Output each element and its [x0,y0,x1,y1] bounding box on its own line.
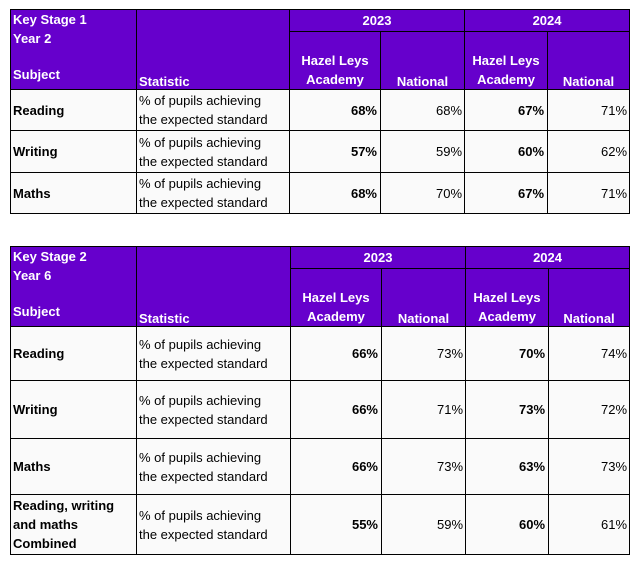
ks1-school-2023-header: Hazel Leys Academy [289,31,381,90]
ks2-national-2024-header: National [548,268,631,327]
school-2023-value: 68% [289,172,381,214]
ks1-year-group: Year 2 [13,31,52,46]
statistic-cell: % of pupils achieving the expected standa… [136,380,291,439]
ks2-school-2023-header: Hazel Leys Academy [290,268,382,327]
table-row: Reading % of pupils achieving the expecte… [10,326,631,381]
ks2-statistic-header: Statistic [136,246,291,327]
national-2024-value: 73% [548,438,631,495]
table-row: Reading, writing and maths Combined % of… [10,494,631,555]
national-2023-value: 70% [379,172,466,214]
statistic-cell: % of pupils achieving the expected standa… [136,438,291,495]
school-2024-value: 63% [465,438,550,495]
national-2023-value: 71% [380,380,467,439]
school-2024-value: 60% [464,130,549,173]
ks2-year-2024-header: 2024 [465,246,631,269]
national-2024-value: 61% [548,494,631,555]
ks2-subject-header: Subject [13,304,60,319]
national-2023-value: 73% [380,438,467,495]
table-row: Writing % of pupils achieving the expecte… [10,380,631,439]
school-2023-value: 68% [289,89,381,131]
ks1-header-row-columns: Hazel Leys Academy National Hazel Leys A… [11,31,631,90]
table-row: Maths % of pupils achieving the expected … [10,438,631,495]
table-row: Reading % of pupils achieving the expecte… [10,89,631,131]
school-2024-value: 67% [464,89,549,131]
school-2024-value: 73% [465,380,550,439]
national-2024-value: 71% [547,172,631,214]
ks2-title-cell: Key Stage 2 Year 6 Subject [10,246,137,327]
ks2-title: Key Stage 2 [13,249,87,264]
national-2023-value: 59% [379,130,466,173]
subject-cell: Writing [10,130,137,173]
subject-cell: Writing [10,380,137,439]
ks2-results-table: Key Stage 2 Year 6 Subject Statistic 202… [10,246,631,555]
statistic-cell: % of pupils achieving the expected standa… [136,494,291,555]
ks2-year-2023-header: 2023 [289,246,467,269]
ks1-national-2024-header: National [547,31,631,90]
subject-cell: Maths [10,172,137,214]
ks1-year-2023-header: 2023 [288,9,466,32]
table-row: Writing % of pupils achieving the expecte… [10,130,631,173]
school-2023-value: 66% [290,380,382,439]
school-2024-value: 70% [465,326,550,381]
ks1-year-2024-header: 2024 [464,9,631,32]
national-2023-value: 68% [379,89,466,131]
ks1-title: Key Stage 1 [13,12,87,27]
school-2023-value: 55% [290,494,382,555]
ks1-header-row-years: Key Stage 1 Year 2 Subject Statistic 202… [10,9,631,90]
statistic-cell: % of pupils achieving the expected standa… [136,172,290,214]
ks2-year-group: Year 6 [13,268,52,283]
ks1-results-table: Key Stage 1 Year 2 Subject Statistic 202… [10,9,631,214]
subject-cell-combined: Reading, writing and maths Combined [10,494,137,555]
school-2023-value: 66% [290,438,382,495]
national-2024-value: 71% [547,89,631,131]
national-2024-value: 72% [548,380,631,439]
national-2024-value: 74% [548,326,631,381]
ks1-school-2024-header: Hazel Leys Academy [464,31,549,90]
subject-cell: Reading [10,326,137,381]
statistic-cell: % of pupils achieving the expected standa… [136,130,290,173]
school-2024-value: 67% [464,172,549,214]
school-2024-value: 60% [465,494,550,555]
statistic-cell: % of pupils achieving the expected standa… [136,326,291,381]
national-2023-value: 73% [380,326,467,381]
national-2024-value: 62% [547,130,631,173]
ks2-school-2024-header: Hazel Leys Academy [465,268,550,327]
national-2023-value: 59% [380,494,467,555]
subject-cell: Maths [10,438,137,495]
ks2-national-2023-header: National [380,268,467,327]
ks1-national-2023-header: National [379,31,466,90]
subject-cell: Reading [10,89,137,131]
statistic-cell: % of pupils achieving the expected standa… [136,89,290,131]
school-2023-value: 66% [290,326,382,381]
ks2-header-row-years: Key Stage 2 Year 6 Subject Statistic 202… [10,246,631,327]
ks2-header-row-columns: Hazel Leys Academy National Hazel Leys A… [11,268,631,327]
ks1-statistic-header: Statistic [136,9,290,90]
school-2023-value: 57% [289,130,381,173]
ks1-title-cell: Key Stage 1 Year 2 Subject [10,9,137,90]
ks1-subject-header: Subject [13,67,60,82]
table-row: Maths % of pupils achieving the expected … [10,172,631,214]
